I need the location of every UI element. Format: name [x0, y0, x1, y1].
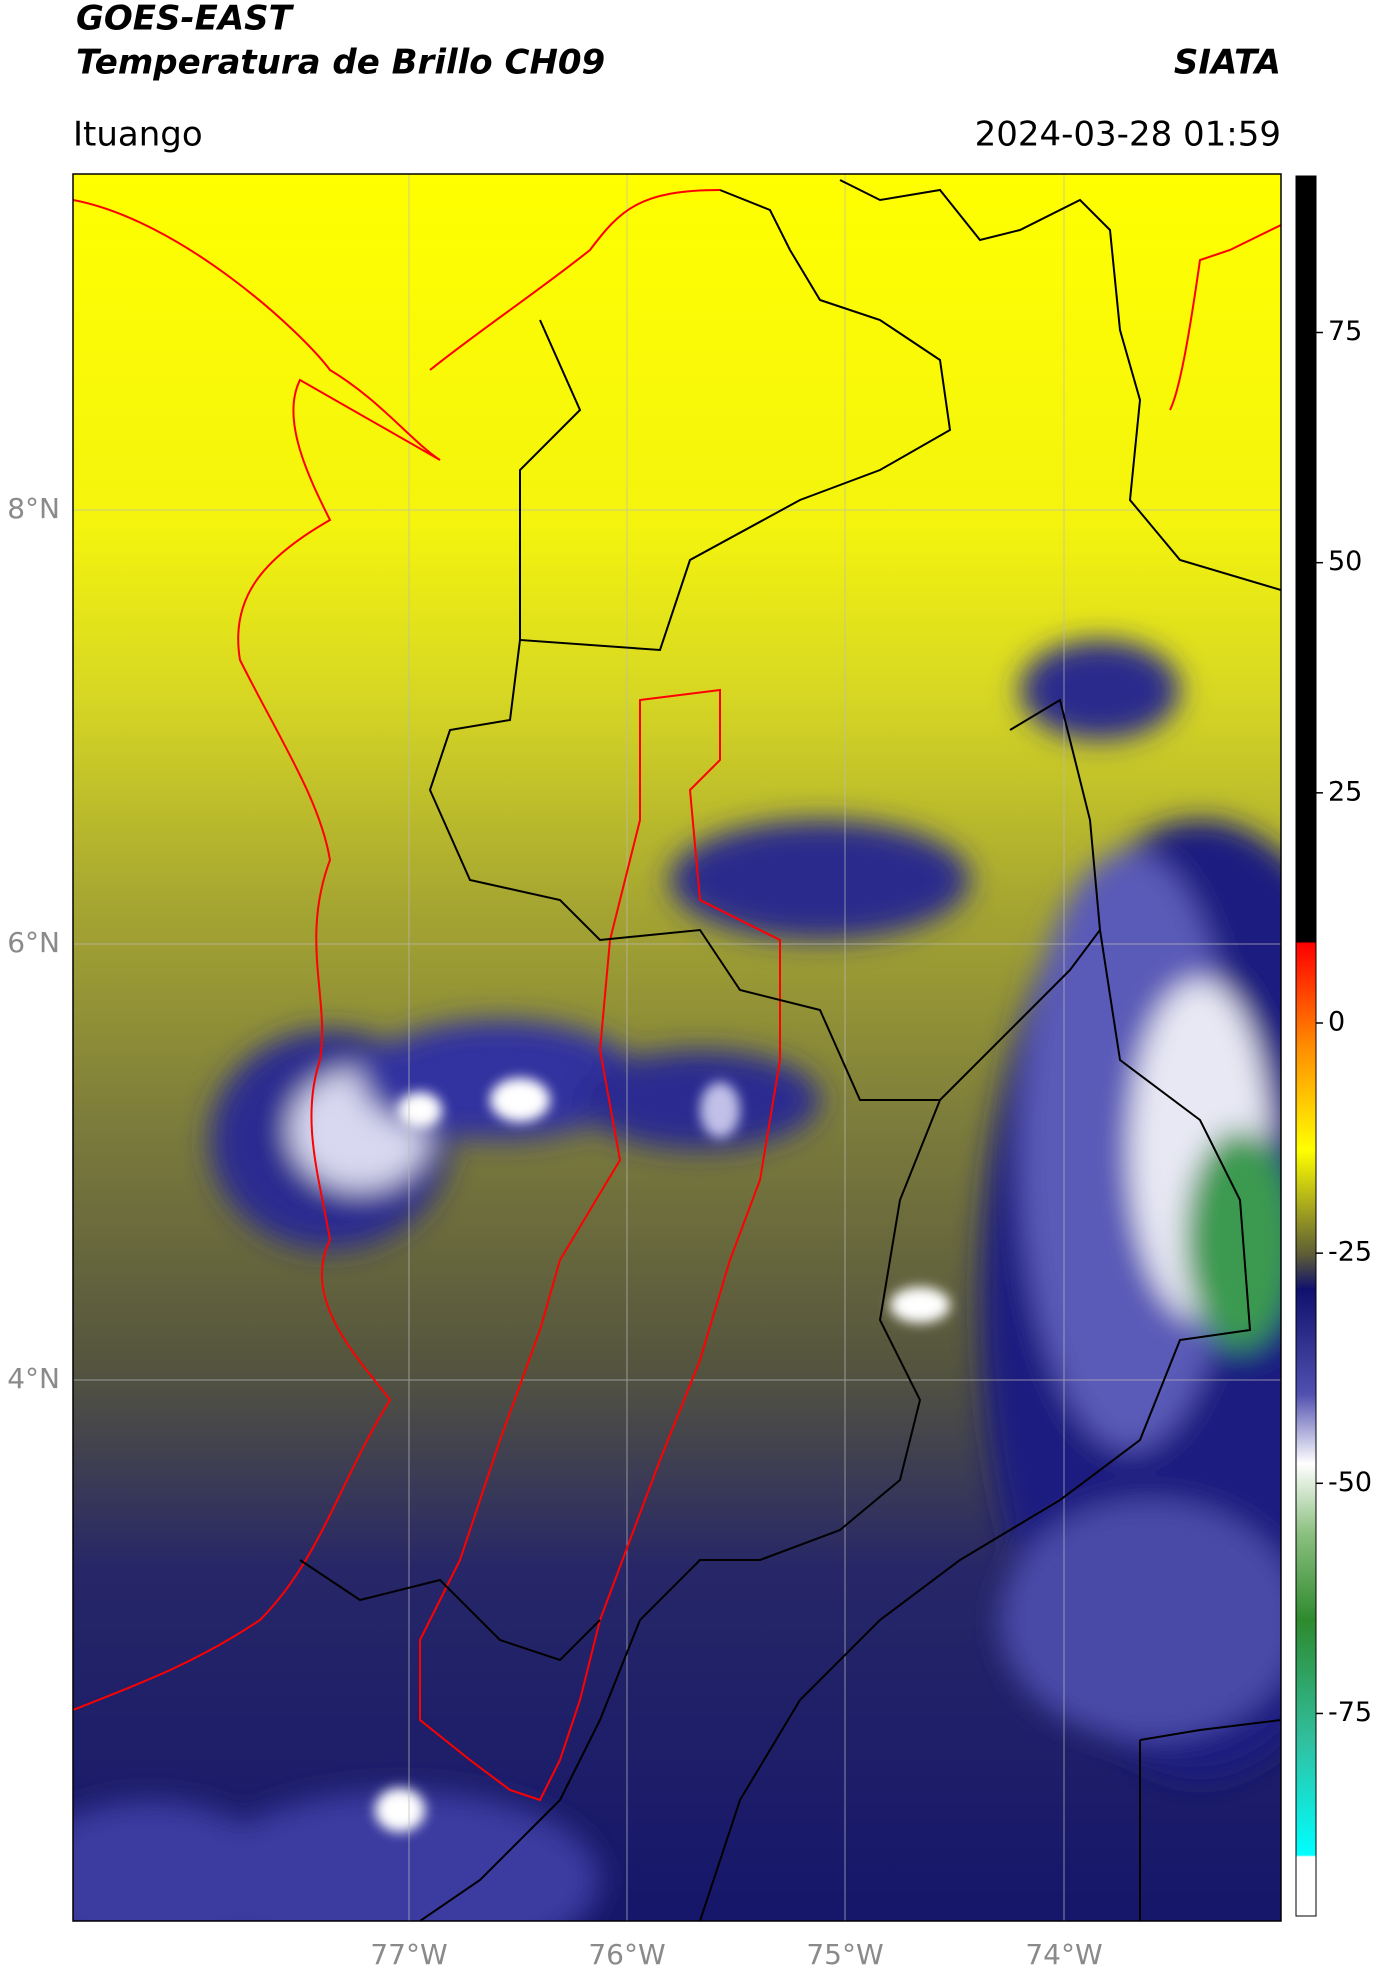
lon-label: 77°W	[370, 1938, 447, 1971]
title: GOES-EAST	[76, 0, 295, 39]
location: Ituango	[73, 115, 203, 155]
colorbar-ticks: 75 50 25 0 -25 -50 -75	[1316, 316, 1372, 1728]
colorbar-tick-label: -25	[1328, 1237, 1372, 1268]
colorbar-tick-label: -50	[1328, 1467, 1372, 1498]
lat-label: 6°N	[7, 926, 60, 959]
lon-label: 75°W	[806, 1938, 883, 1971]
map-frame	[72, 173, 1282, 1922]
colorbar-tick-label: 0	[1328, 1006, 1345, 1037]
colorbar-tick-label: -75	[1328, 1697, 1372, 1728]
colorbar-tick-label: 75	[1328, 316, 1362, 347]
lat-label: 8°N	[7, 492, 60, 525]
colorbar-tick-label: 50	[1328, 546, 1362, 577]
lat-label: 4°N	[7, 1362, 60, 1395]
brand: SIATA	[1174, 43, 1281, 83]
satellite-image	[73, 174, 1281, 1921]
subtitle: Temperatura de Brillo CH09	[76, 43, 605, 83]
timestamp: 2024-03-28 01:59	[975, 115, 1281, 155]
lon-label: 74°W	[1025, 1938, 1102, 1971]
colorbar	[1295, 175, 1317, 1917]
lon-label: 76°W	[588, 1938, 665, 1971]
colorbar-tick-label: 25	[1328, 776, 1362, 807]
